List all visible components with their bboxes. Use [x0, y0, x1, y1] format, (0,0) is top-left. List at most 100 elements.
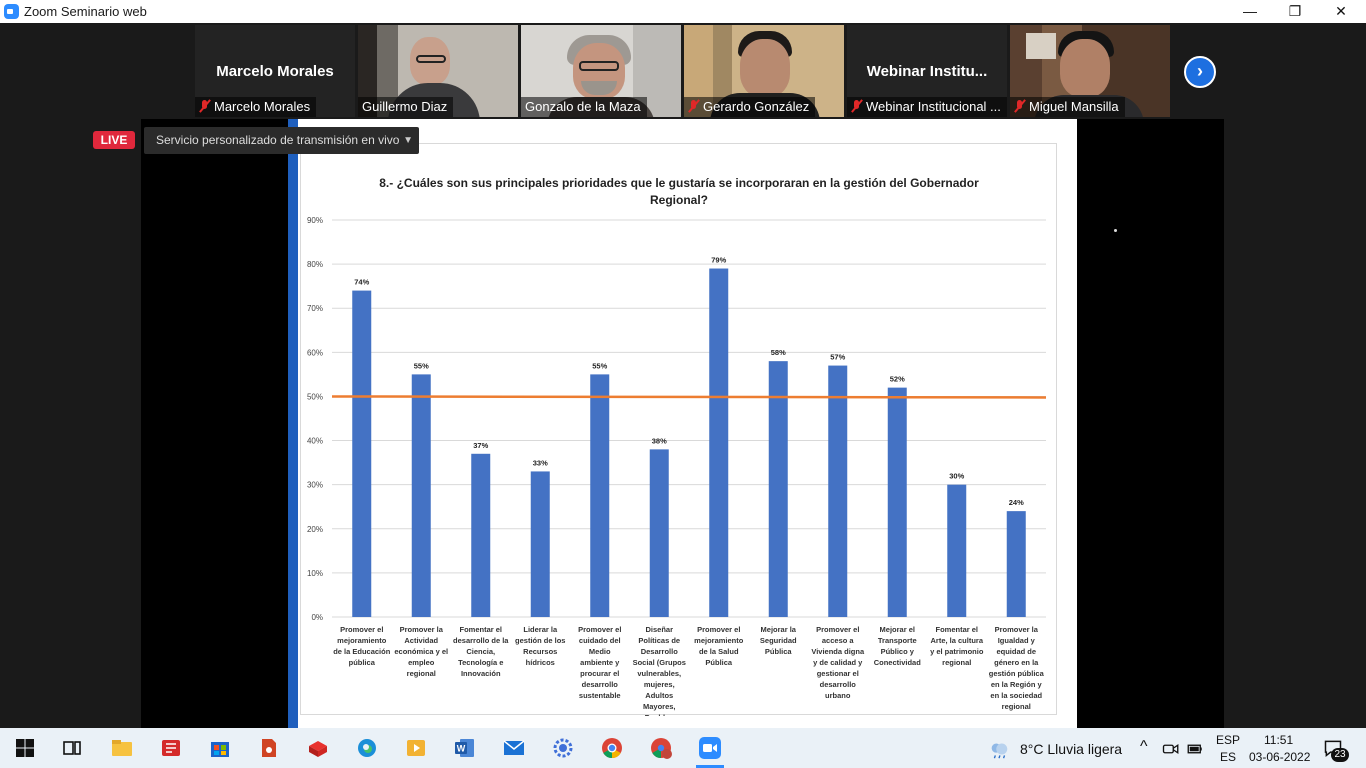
- microsoft-store-icon[interactable]: [208, 736, 232, 760]
- data-label: 38%: [652, 436, 667, 445]
- window-title: Zoom Seminario web: [24, 4, 147, 19]
- bar: [1006, 511, 1026, 617]
- data-label: 58%: [771, 348, 786, 357]
- bar: [887, 387, 907, 617]
- stream-service-label: Servicio personalizado de transmisión en…: [156, 133, 400, 147]
- y-tick-label: 70%: [307, 304, 323, 313]
- zoom-app-icon: [4, 4, 19, 19]
- mail-icon[interactable]: [502, 736, 526, 760]
- weather-rain-icon[interactable]: [988, 738, 1010, 760]
- meeting-stage: Marcelo Morales Marcelo Morales Guillerm…: [0, 23, 1366, 733]
- media-player-icon[interactable]: [404, 736, 428, 760]
- data-label: 24%: [1009, 498, 1024, 507]
- mic-muted-icon: [199, 100, 209, 113]
- weather-text[interactable]: 8°C Lluvia ligera: [1020, 741, 1123, 757]
- clock-date[interactable]: 03-06-2022: [1249, 750, 1311, 764]
- zoom-taskbar-icon[interactable]: [698, 736, 722, 760]
- x-category-label: Mejorar la Seguridad Pública: [760, 625, 797, 656]
- bar: [352, 290, 372, 617]
- y-tick-label: 30%: [307, 481, 323, 490]
- y-tick-label: 50%: [307, 392, 323, 401]
- y-tick-label: 0%: [311, 613, 323, 622]
- x-category-label: Promover el cuidado del Medio ambiente y pro…: [578, 625, 621, 700]
- participant-tile-gerardo[interactable]: Gerardo González: [684, 25, 844, 117]
- bar: [709, 268, 729, 617]
- participant-nameplate: Marcelo Morales: [195, 97, 317, 117]
- next-participants-button[interactable]: ›: [1184, 56, 1216, 88]
- y-tick-label: 20%: [307, 525, 323, 534]
- meet-now-icon[interactable]: [1162, 740, 1180, 758]
- stream-service-dropdown[interactable]: Servicio personalizado de transmisión en…: [144, 127, 419, 154]
- bar: [530, 471, 550, 617]
- bar: [649, 449, 669, 617]
- reference-line: [331, 395, 1047, 399]
- mic-muted-icon: [851, 100, 861, 113]
- chart-frame: 8.- ¿Cuáles son sus principales priorida…: [300, 143, 1057, 733]
- x-category-label: Promover el mejoramiento de la Salud Públic…: [694, 625, 744, 667]
- window-titlebar: Zoom Seminario web — ❐ ✕: [0, 0, 1366, 23]
- clock-time[interactable]: 11:51: [1264, 733, 1294, 747]
- participant-tile-gonzalo[interactable]: Gonzalo de la Maza: [521, 25, 681, 117]
- keyboard-layout[interactable]: ES: [1220, 750, 1237, 764]
- y-tick-label: 90%: [307, 216, 323, 225]
- x-category-label: Promover el mejoramiento de la Educación pú…: [333, 625, 391, 667]
- x-category-label: Mejorar el Transporte Público y Conectivida…: [874, 625, 922, 667]
- svg-text:W: W: [457, 744, 466, 754]
- battery-icon[interactable]: [1186, 740, 1204, 758]
- restore-button[interactable]: ❐: [1288, 3, 1302, 19]
- x-category-label: Fomentar el desarrollo de la Ciencia, Tecno…: [453, 625, 509, 678]
- data-label: 55%: [414, 361, 429, 370]
- task-view-icon[interactable]: [60, 736, 84, 760]
- participant-tile-guillermo[interactable]: Guillermo Diaz: [358, 25, 518, 117]
- file-explorer-icon[interactable]: [110, 736, 134, 760]
- participant-tile-marcelo[interactable]: Marcelo Morales Marcelo Morales: [195, 25, 355, 117]
- windows-start-icon[interactable]: [13, 736, 37, 760]
- document-app-icon[interactable]: [257, 736, 281, 760]
- chart-title: 8.- ¿Cuáles son sus principales priorida…: [379, 176, 979, 190]
- reader-app-icon[interactable]: [159, 736, 183, 760]
- participant-nameplate: Miguel Mansilla: [1010, 97, 1125, 117]
- chrome-icon[interactable]: [600, 736, 624, 760]
- chevron-down-icon: ▼: [403, 135, 413, 146]
- mic-muted-icon: [1014, 100, 1024, 113]
- close-button[interactable]: ✕: [1335, 3, 1347, 19]
- data-label: 37%: [473, 441, 488, 450]
- participant-tile-webinar[interactable]: Webinar Institu... Webinar Institucional…: [847, 25, 1007, 117]
- minimize-button[interactable]: —: [1243, 3, 1257, 19]
- cursor-dot: [1114, 229, 1117, 232]
- notifications-icon[interactable]: [1323, 738, 1343, 758]
- x-category-label: Promover la Actividad económica y el empleo…: [394, 625, 448, 678]
- live-badge[interactable]: LIVE: [93, 131, 135, 149]
- participant-nameplate: Webinar Institucional ...: [847, 97, 1007, 117]
- word-icon[interactable]: W: [453, 736, 477, 760]
- participant-tile-miguel[interactable]: Miguel Mansilla: [1010, 25, 1170, 117]
- participant-display-name: Marcelo Morales: [216, 63, 334, 80]
- data-label: 52%: [890, 375, 905, 384]
- bar-chart: 8.- ¿Cuáles son sus principales priorida…: [307, 176, 1047, 733]
- toolbox-app-icon[interactable]: [306, 736, 330, 760]
- data-label: 55%: [592, 361, 607, 370]
- participant-nameplate: Gonzalo de la Maza: [521, 97, 647, 117]
- input-language[interactable]: ESP: [1216, 733, 1241, 747]
- participant-nameplate: Guillermo Diaz: [358, 97, 454, 117]
- data-label: 79%: [711, 256, 726, 265]
- edge-browser-icon[interactable]: [355, 736, 379, 760]
- chrome-profile-icon[interactable]: [649, 736, 673, 760]
- data-label: 74%: [354, 278, 369, 287]
- bar: [828, 365, 848, 617]
- windows-taskbar: W 8°C Lluvia ligera ^ ESP ES 11:51 03-06…: [0, 728, 1366, 768]
- chart-title: Regional?: [650, 193, 708, 207]
- participant-nameplate: Gerardo González: [684, 97, 816, 117]
- x-category-label: Promover la Igualdad y equidad de género en…: [989, 625, 1045, 711]
- y-tick-label: 80%: [307, 260, 323, 269]
- notification-count-badge: 23: [1331, 748, 1349, 762]
- x-category-label: Diseñar Políticas de Desarrollo Social (Gru…: [633, 625, 686, 716]
- bar: [768, 361, 788, 617]
- bar: [471, 453, 491, 617]
- bar: [947, 484, 967, 617]
- x-category-label: Promover el acceso a Vivienda digna y de ca…: [811, 625, 865, 700]
- mic-muted-icon: [688, 100, 698, 113]
- data-label: 33%: [533, 458, 548, 467]
- settings-gear-icon[interactable]: [551, 736, 575, 760]
- tray-expand-icon[interactable]: ^: [1140, 738, 1148, 755]
